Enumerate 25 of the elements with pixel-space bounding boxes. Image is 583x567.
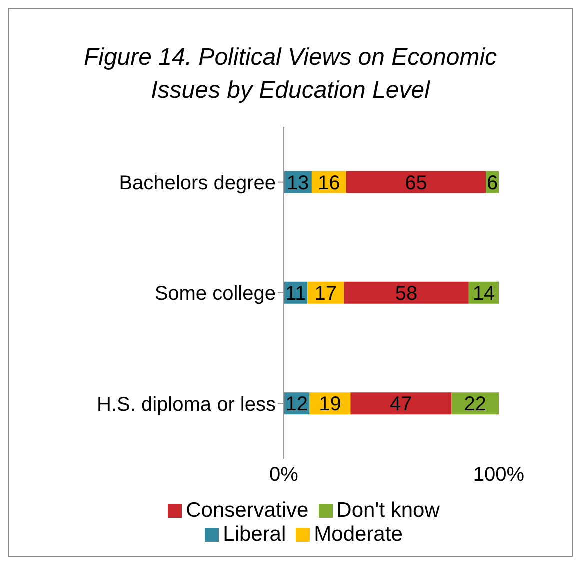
data-label: 16 — [318, 172, 340, 194]
data-label: 19 — [319, 394, 342, 416]
data-label: 14 — [472, 283, 496, 306]
data-label: 13 — [286, 172, 310, 194]
data-label: 58 — [395, 283, 418, 306]
legend-label: Conservative — [186, 499, 309, 522]
x-tick-label: 0% — [270, 464, 299, 486]
data-label: 6 — [486, 172, 498, 194]
data-label: 65 — [405, 172, 428, 194]
data-label: 12 — [286, 394, 308, 416]
data-label: 11 — [285, 283, 306, 306]
legend-label: Don't know — [336, 499, 440, 522]
x-tick-label: 100% — [473, 464, 525, 486]
chart-title: Figure 14. Political Views on Economic Issues by Education Level — [82, 43, 498, 106]
bar — [346, 171, 486, 194]
legend-label: Liberal — [223, 523, 286, 546]
y-tick-label: Some college — [154, 283, 276, 306]
bar — [344, 282, 469, 304]
y-tick-label: Bachelors degree — [119, 172, 276, 194]
bar — [350, 392, 452, 415]
y-tick-label: H.S. diploma or less — [97, 394, 276, 416]
data-label: 47 — [390, 394, 412, 416]
data-label: 22 — [464, 394, 486, 416]
data-label: 17 — [314, 283, 338, 306]
legend-label: Moderate — [314, 523, 403, 546]
